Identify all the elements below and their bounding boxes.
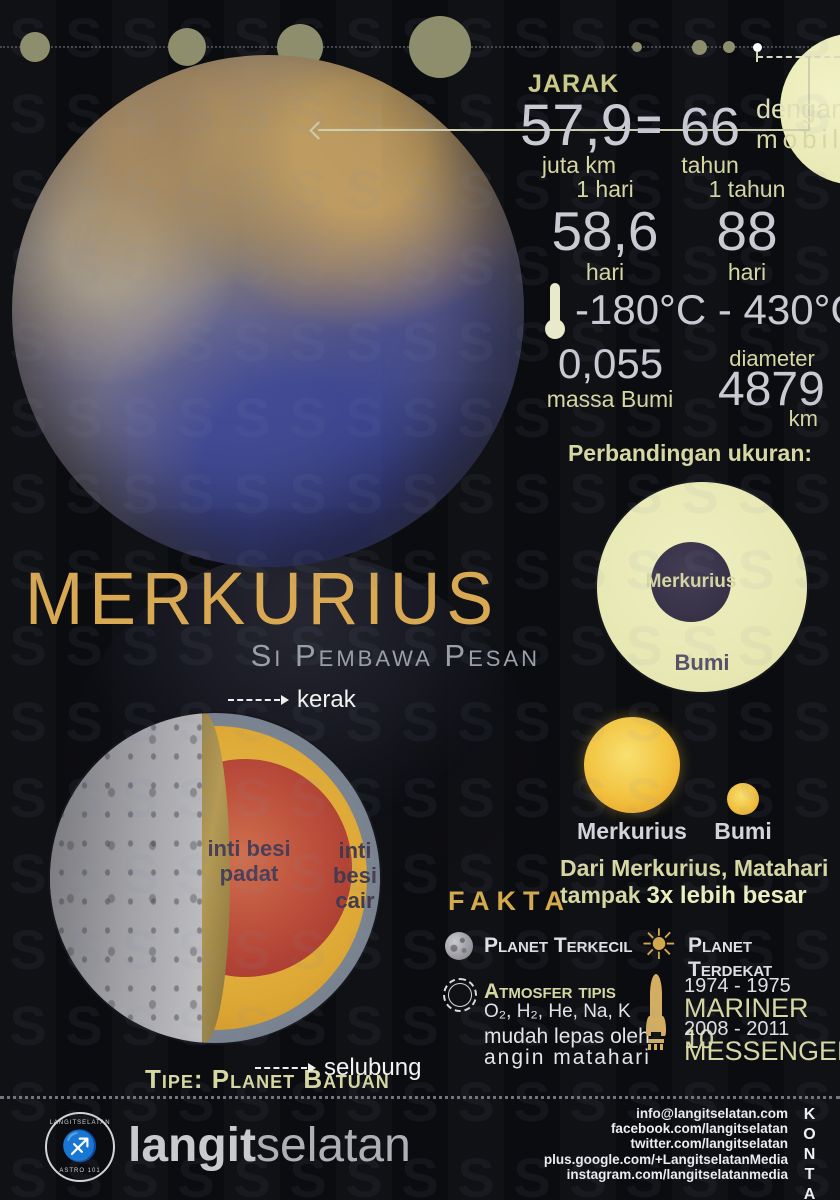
sun-from-earth-icon	[727, 783, 759, 815]
mercury-size-circle: Merkurius	[646, 542, 736, 622]
mercury-surface-half	[50, 713, 202, 1043]
kontak-vertical-label: KONTAK	[801, 1106, 818, 1200]
contact-googleplus: plus.google.com/+LangitselatanMedia	[543, 1151, 788, 1167]
distance-arrow-line	[318, 129, 810, 131]
by-car-label-line1: dengan	[756, 94, 840, 124]
size-comparison-title: Perbandingan ukuran:	[567, 440, 813, 466]
by-car-label-line2: mobil	[756, 124, 840, 154]
facts-heading: FAKTA	[448, 886, 571, 916]
planet-venus-icon	[723, 41, 735, 53]
crust-label: kerak	[297, 686, 356, 713]
revolution-unit: hari	[727, 259, 767, 285]
langitselatan-wordmark: langitselatan	[128, 1118, 411, 1173]
sun-size-caption: Dari Merkurius, Matahari tampak 3x lebih …	[560, 855, 832, 909]
sun-from-mercury-icon	[584, 717, 680, 813]
wordmark-bold: langit	[128, 1119, 256, 1172]
atmosphere-note-line1: mudah lepas oleh	[484, 1025, 650, 1048]
distance-bracket-tick	[756, 52, 758, 62]
contact-twitter: twitter.com/langitselatan	[630, 1136, 788, 1152]
contact-list: info@langitselatan.com facebook.com/lang…	[540, 1106, 788, 1182]
closest-planet-sun-icon: ☀	[640, 921, 678, 968]
page-subtitle: Si Pembawa Pesan	[250, 638, 540, 673]
smallest-planet-fact: Planet Terkecil	[484, 934, 633, 957]
sun-small-label: Bumi	[714, 818, 772, 844]
contact-facebook: facebook.com/langitselatan	[610, 1121, 788, 1137]
mass-value: 0,055	[558, 340, 664, 387]
revolution-label: 1 tahun	[708, 176, 786, 202]
revolution-value: 88	[716, 200, 778, 262]
distance-value: 57,9	[520, 93, 633, 158]
planet-earth-icon	[692, 40, 707, 55]
rotation-label: 1 hari	[576, 176, 634, 202]
mission2-name: MESSENGER	[684, 1036, 840, 1066]
rotation-stat: 1 hari 58,6 hari	[538, 176, 672, 286]
mass-label: massa Bumi	[546, 386, 674, 412]
planet-type-label: Tipe: Planet Batuan	[145, 1064, 390, 1094]
footer-separator	[0, 1096, 840, 1099]
earth-size-circle: Merkurius Bumi	[595, 480, 809, 694]
atmosphere-note-line2: angin matahari	[484, 1046, 651, 1069]
contact-instagram: instagram.com/langitselatanmedia	[566, 1166, 788, 1182]
planet-neptune-icon	[20, 32, 50, 62]
mantle-arrow-head	[308, 1063, 316, 1073]
diameter-label: diameter	[729, 346, 815, 371]
closest-planet-fact: Planet Terdekat	[688, 934, 773, 981]
small-planet-icon	[445, 932, 473, 960]
revolution-stat: 1 tahun 88 hari	[680, 176, 814, 286]
car-years-value: 66	[680, 97, 741, 157]
rocket-icon	[646, 974, 666, 1052]
wordmark-light: selatan	[256, 1119, 411, 1172]
mission1-years: 1974 - 1975	[684, 975, 791, 997]
planet-jupiter-icon	[409, 16, 471, 78]
mercury-size-label: Merkurius	[645, 571, 737, 592]
sun-caption-line2: tampak 3x lebih besar	[560, 882, 807, 909]
liquid-core-label: inti besi cair	[332, 838, 378, 913]
badge-bottom-text: ASTRO 101	[59, 1168, 101, 1174]
thermometer-icon	[545, 283, 565, 339]
crust-arrow	[228, 699, 280, 701]
equals-sign: =	[636, 100, 662, 149]
distance-label: JARAK	[528, 70, 620, 98]
sun-big-label: Merkurius	[577, 818, 687, 844]
earth-size-label: Bumi	[674, 650, 730, 675]
temperature-range: -180°C - 430°C	[575, 286, 840, 333]
rotation-unit: hari	[585, 259, 625, 285]
page-title: MERKURIUS	[25, 557, 500, 640]
planet-mars-icon	[632, 42, 642, 52]
mercury-cross-section	[50, 713, 380, 1043]
diameter-value: 4879	[718, 363, 825, 416]
atmosphere-elements: O₂, H₂, He, Na, K	[484, 1001, 631, 1022]
archer-icon: ♐	[61, 1130, 99, 1163]
diameter-unit: km	[788, 406, 818, 431]
solid-core-label: inti besi padat	[207, 836, 291, 886]
distance-bracket-vertical	[808, 57, 810, 130]
planet-uranus-icon	[168, 28, 206, 66]
langitselatan-badge: LANGITSELATAN ♐ ASTRO 101	[45, 1112, 115, 1182]
distance-unit: juta km	[541, 152, 617, 178]
mission1-name: MARINER 10	[684, 993, 809, 1054]
crust-arrow-head	[281, 695, 289, 705]
sun-caption-line1: Dari Merkurius, Matahari	[560, 855, 829, 881]
rotation-value: 58,6	[551, 200, 659, 262]
badge-top-text: LANGITSELATAN	[49, 1120, 111, 1126]
mission2-years: 2008 - 2011	[684, 1018, 790, 1040]
mantle-label: selubung	[324, 1054, 422, 1081]
mantle-arrow	[255, 1067, 307, 1069]
atmosphere-fact-title: Atmosfer tipis	[484, 980, 616, 1003]
thin-atmosphere-icon	[443, 978, 477, 1012]
mercury-planet-image	[12, 55, 524, 567]
contact-email: info@langitselatan.com	[636, 1106, 788, 1121]
car-years-unit: tahun	[681, 152, 739, 178]
planet-mercury-icon	[753, 43, 762, 52]
distance-bracket-dash	[757, 56, 840, 58]
